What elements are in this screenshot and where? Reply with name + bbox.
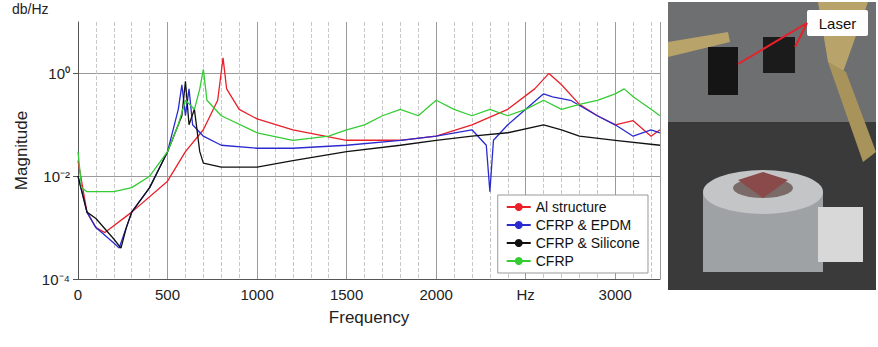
svg-text:Laser: Laser	[819, 15, 857, 32]
svg-text:CFRP & Silicone: CFRP & Silicone	[536, 235, 640, 251]
svg-text:1500: 1500	[330, 286, 363, 303]
svg-text:2000: 2000	[419, 286, 452, 303]
svg-text:10⁻⁴: 10⁻⁴	[42, 271, 70, 288]
svg-text:500: 500	[155, 286, 180, 303]
svg-text:10⁰: 10⁰	[48, 65, 70, 82]
svg-text:3000: 3000	[599, 286, 632, 303]
svg-text:Al structure: Al structure	[536, 199, 607, 215]
svg-text:1000: 1000	[240, 286, 273, 303]
svg-text:CFRP: CFRP	[536, 253, 574, 269]
svg-text:CFRP & EPDM: CFRP & EPDM	[536, 217, 631, 233]
svg-text:0: 0	[74, 286, 82, 303]
svg-text:Magnitude: Magnitude	[12, 111, 31, 190]
svg-text:10⁻²: 10⁻²	[43, 168, 70, 185]
svg-text:Hz: Hz	[517, 286, 535, 303]
svg-text:Frequency: Frequency	[329, 308, 410, 327]
svg-text:db/Hz: db/Hz	[12, 1, 49, 17]
